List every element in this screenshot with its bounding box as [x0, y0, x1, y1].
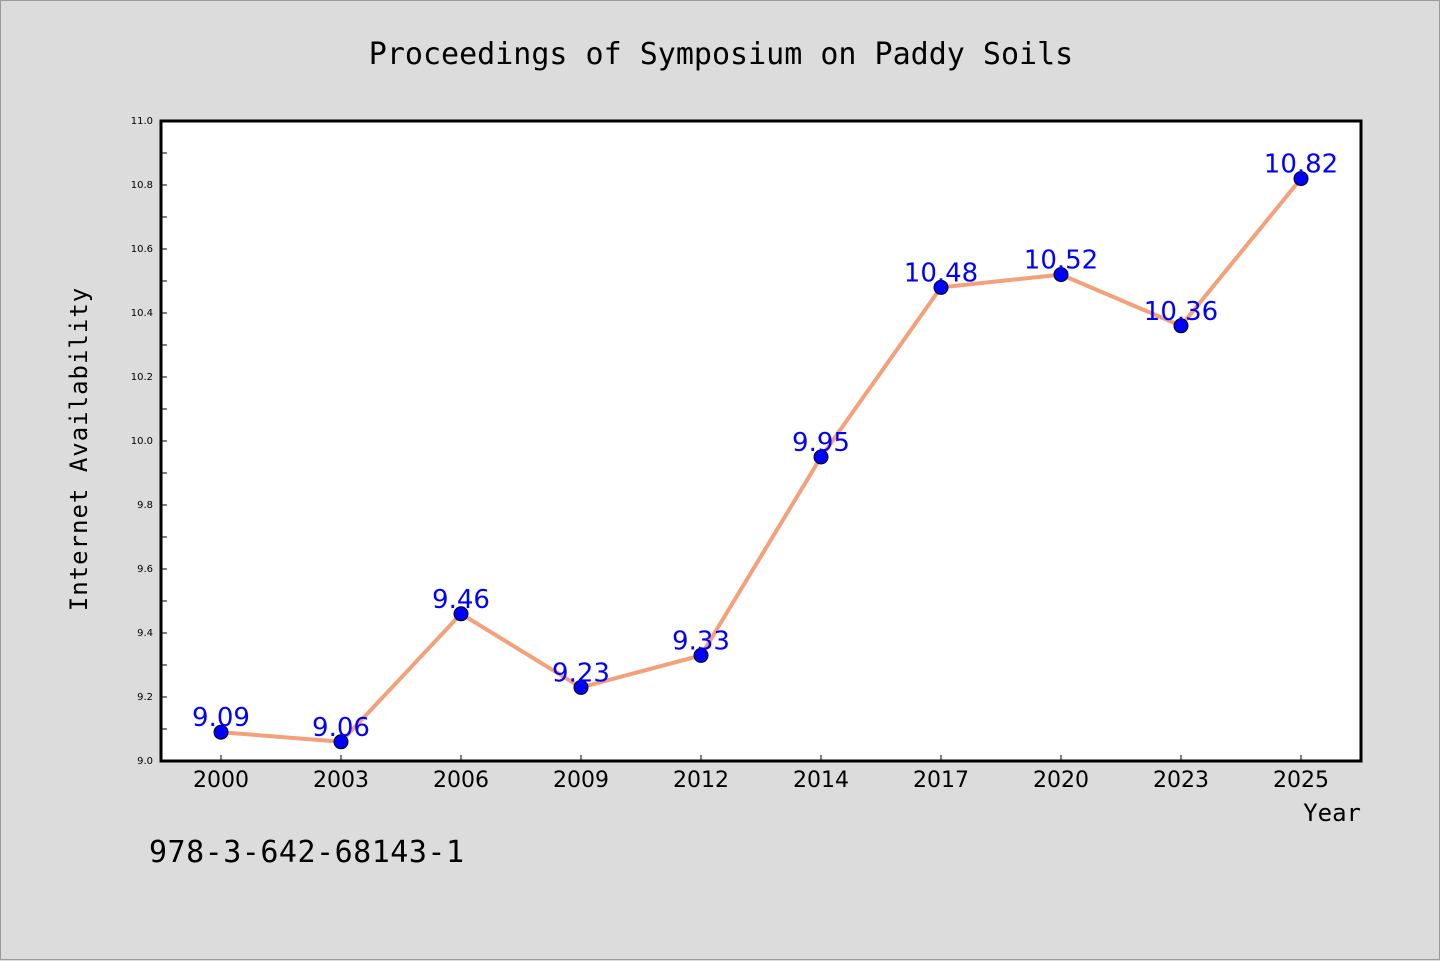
y-tick-label: 11.0: [131, 116, 153, 127]
y-tick-label: 10.8: [131, 180, 153, 191]
plot-area: [159, 119, 1363, 763]
y-tick-label: 10.6: [131, 244, 153, 255]
series-line: [220, 177, 1303, 744]
data-label: 10.36: [1144, 297, 1218, 327]
y-axis: 9.0 9.2 9.4 9.6 9.8 10.0 10.2 10.4 10.6 10.8 11.0: [131, 116, 167, 767]
x-tick-label: 2020: [1033, 768, 1089, 793]
x-tick-label: 2023: [1153, 768, 1209, 793]
x-tick-label: 2025: [1273, 768, 1329, 793]
y-tick-label: 10.4: [131, 308, 153, 319]
y-tick-label: 9.4: [137, 628, 153, 639]
data-point: [213, 724, 229, 740]
x-tick-label: 2003: [313, 768, 369, 793]
data-point: [333, 734, 349, 750]
y-tick-label: 9.2: [137, 692, 153, 703]
data-point: [813, 449, 829, 465]
data-label: 10.48: [904, 258, 978, 288]
data-point: [1293, 171, 1309, 187]
x-tick-label: 2012: [673, 768, 729, 793]
x-axis: 2000 2003 2006 2009 2012 2014 2017 2020 2023 2025: [193, 755, 1329, 793]
data-label: 9.09: [192, 703, 250, 733]
data-label: 9.95: [792, 428, 850, 458]
data-label: 9.06: [312, 713, 370, 743]
data-point: [573, 679, 589, 695]
data-label: 9.33: [672, 626, 730, 656]
data-point: [1173, 318, 1189, 334]
x-axis-title: Year: [1303, 799, 1361, 827]
y-tick-label: 10.2: [131, 372, 153, 383]
series-layer: 9.09 9.06 9.46 9.23 9.33 9.95 10.48 10.52 10.36 1…: [192, 150, 1338, 750]
chart-title: Proceedings of Symposium on Paddy Soils: [369, 37, 1073, 72]
x-tick-label: 2014: [793, 768, 849, 793]
data-point: [933, 279, 949, 295]
x-tick-label: 2009: [553, 768, 609, 793]
data-point: [1053, 267, 1069, 283]
data-label: 10.82: [1264, 150, 1338, 180]
data-point: [453, 606, 469, 622]
x-tick-label: 2017: [913, 768, 969, 793]
x-tick-label: 2006: [433, 768, 489, 793]
isbn-annotation: 978-3-642-68143-1: [149, 835, 465, 870]
y-tick-label: 10.0: [131, 436, 153, 447]
y-tick-label: 9.0: [137, 756, 153, 767]
x-tick-label: 2000: [193, 768, 249, 793]
data-label: 9.46: [432, 585, 490, 615]
y-tick-label: 9.6: [137, 564, 153, 575]
y-tick-label: 9.8: [137, 500, 153, 511]
data-point: [693, 647, 709, 663]
y-axis-title: Internet Availability: [65, 287, 93, 611]
data-label: 9.23: [552, 658, 610, 688]
data-label: 10.52: [1024, 246, 1098, 276]
